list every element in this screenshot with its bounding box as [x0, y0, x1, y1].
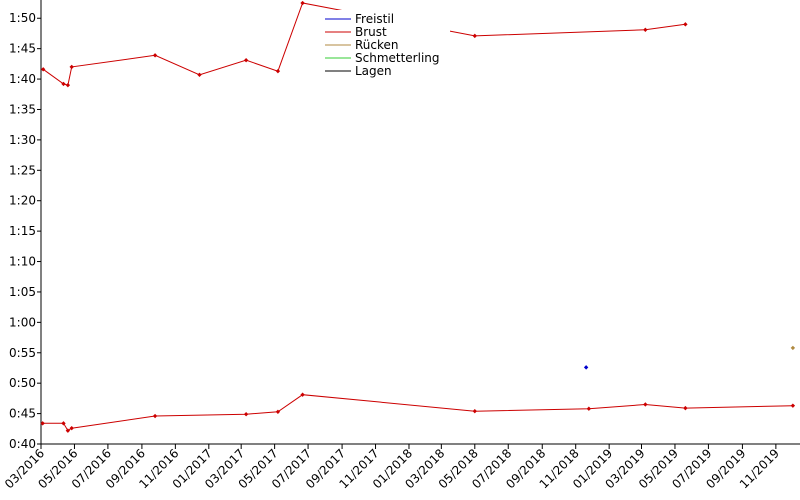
y-tick-label: 1:15: [9, 224, 36, 238]
y-tick-label: 1:25: [9, 163, 36, 177]
data-point: [197, 72, 202, 78]
data-point: [683, 22, 688, 27]
data-point: [152, 53, 158, 58]
series-brust: [40, 392, 796, 433]
data-point: [472, 33, 477, 39]
y-tick-label: 1:50: [9, 11, 36, 25]
data-point: [275, 409, 281, 414]
data-point: [583, 365, 589, 370]
legend-label: Freistil: [355, 12, 394, 26]
data-point: [790, 403, 796, 408]
data-point: [472, 408, 477, 414]
data-point: [683, 405, 688, 411]
y-tick-label: 1:10: [9, 255, 36, 269]
series-layer: [40, 0, 796, 433]
y-tick-label: 1:05: [9, 285, 36, 299]
data-point: [643, 402, 648, 407]
y-tick-label: 1:20: [9, 194, 36, 208]
y-tick-label: 1:30: [9, 133, 36, 147]
data-point: [300, 392, 305, 397]
y-tick-label: 1:00: [9, 315, 36, 329]
y-tick-label: 0:55: [9, 346, 36, 360]
y-tick-label: 1:45: [9, 42, 36, 56]
y-tick-label: 0:50: [9, 376, 36, 390]
series-line: [42, 394, 793, 432]
data-point: [61, 421, 66, 426]
y-tick-label: 0:40: [9, 437, 36, 451]
series-brust: [40, 0, 688, 88]
data-point: [69, 64, 74, 70]
data-point: [586, 406, 592, 411]
legend-label: Schmetterling: [355, 51, 440, 65]
legend-label: Brust: [355, 25, 387, 39]
legend-label: Lagen: [355, 64, 392, 78]
y-tick-label: 0:45: [9, 407, 36, 421]
data-point: [69, 425, 74, 431]
legend-label: Rücken: [355, 38, 399, 52]
y-tick-label: 1:40: [9, 72, 36, 86]
data-point: [275, 68, 281, 74]
series-rücken: [790, 345, 796, 351]
series-freistil: [583, 365, 589, 370]
data-point: [65, 82, 71, 88]
legend-box: [320, 10, 450, 78]
data-point: [643, 27, 648, 33]
data-point: [61, 81, 66, 87]
data-point: [40, 67, 46, 72]
data-point: [40, 421, 45, 426]
data-point: [790, 345, 796, 351]
data-point: [243, 58, 249, 63]
y-tick-label: 1:35: [9, 102, 36, 116]
data-point: [243, 411, 249, 417]
data-point: [65, 428, 71, 433]
data-point: [300, 0, 305, 6]
data-point: [152, 413, 158, 419]
